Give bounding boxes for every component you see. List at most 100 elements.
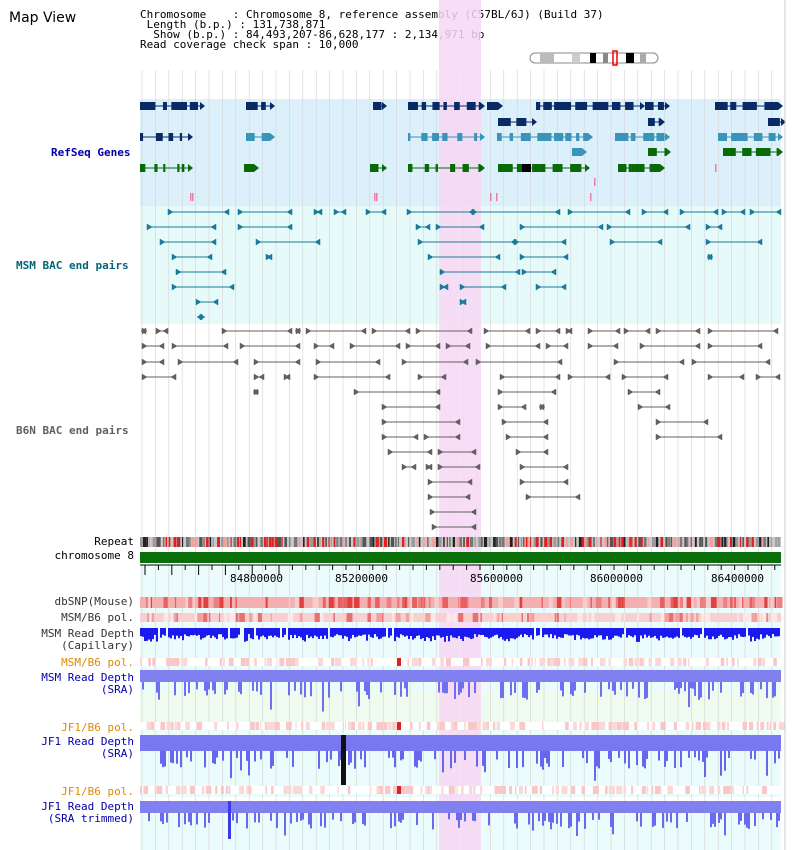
- repeat-element: [660, 537, 664, 547]
- chromosome-bar[interactable]: [140, 552, 781, 563]
- depth-bar: [670, 813, 672, 823]
- track-segment: [667, 786, 673, 794]
- axis-tick-label: 85600000: [470, 572, 523, 585]
- depth-bar: [338, 751, 340, 767]
- gene-exon: [246, 133, 255, 141]
- track-segment: [575, 722, 577, 730]
- bac-end-marker: [314, 238, 321, 246]
- depth-bar: [154, 628, 156, 635]
- repeat-element: [375, 537, 379, 547]
- repeat-element: [607, 537, 609, 547]
- repeat-element: [317, 537, 319, 547]
- track-segment: [646, 786, 649, 794]
- chromosome-ideogram[interactable]: [529, 50, 659, 66]
- track-segment: [531, 658, 534, 666]
- track-segment: [419, 722, 421, 730]
- depth-bar: [586, 628, 588, 639]
- repeat-element: [714, 537, 719, 547]
- depth-bar: [738, 628, 740, 635]
- track-segment: [623, 786, 627, 794]
- depth-bar: [468, 682, 470, 698]
- repeat-element: [362, 537, 366, 547]
- track-segment: [501, 613, 503, 622]
- repeat-element: [165, 537, 168, 547]
- depth-bar: [414, 628, 416, 639]
- track-segment: [293, 786, 299, 794]
- repeat-element: [527, 537, 530, 547]
- gene-exon: [435, 164, 438, 172]
- repeat-element: [761, 537, 764, 547]
- repeat-element: [483, 537, 488, 547]
- track-segment: [485, 658, 492, 666]
- depth-bar: [636, 751, 638, 766]
- track-segment: [699, 786, 701, 794]
- gene-exon: [575, 102, 588, 110]
- depth-bar: [678, 682, 680, 694]
- track-segment: [728, 786, 731, 794]
- depth-bar: [166, 813, 168, 823]
- depth-bar: [206, 682, 208, 696]
- track-segment: [183, 786, 187, 794]
- track-segment: [472, 613, 478, 622]
- track-segment: [351, 722, 355, 730]
- gene-exon: [537, 133, 552, 141]
- depth-bar: [330, 751, 332, 760]
- track-segment: [530, 613, 535, 622]
- bac-end-marker: [294, 358, 301, 366]
- depth-bar: [368, 628, 370, 635]
- msm-bac-end-pairs-features[interactable]: [146, 208, 782, 321]
- depth-bar: [504, 628, 506, 641]
- bac-end-marker: [459, 283, 466, 291]
- track-segment: [347, 597, 353, 608]
- refseq-genes-features[interactable]: [140, 102, 786, 201]
- repeat-element: [596, 537, 598, 547]
- b6n-bac-end-pairs-features[interactable]: [140, 327, 781, 531]
- track-segment: [375, 597, 380, 608]
- track-segment: [514, 597, 519, 608]
- gene-exon: [625, 102, 634, 110]
- bac-end-marker: [621, 373, 628, 381]
- depth-bar: [232, 813, 234, 821]
- gene-exon: [583, 133, 588, 141]
- bac-end-marker: [562, 478, 569, 486]
- depth-bar: [428, 628, 430, 639]
- repeat-element: [319, 537, 321, 547]
- bac-end-marker: [237, 208, 244, 216]
- bac-end-marker: [612, 342, 619, 350]
- track-segment: [618, 786, 623, 794]
- track-segment: [733, 597, 736, 608]
- track-segment: [548, 597, 553, 608]
- strand-arrow: [480, 133, 485, 141]
- depth-bar: [270, 628, 272, 636]
- depth-bar: [658, 751, 660, 761]
- track-segment: [219, 597, 224, 608]
- msm-bac-label: MSM BAC end pairs: [16, 259, 129, 272]
- track-segment: [696, 613, 699, 622]
- depth-bar: [718, 628, 720, 636]
- depth-bar: [302, 628, 304, 641]
- track-segment: [582, 597, 587, 608]
- depth-bar: [402, 628, 404, 636]
- gene-exon: [421, 102, 427, 110]
- bac-end-marker: [662, 208, 669, 216]
- depth-bar: [456, 628, 458, 639]
- repeat-element: [499, 537, 502, 547]
- track-segment: [746, 786, 749, 794]
- repeat-element: [191, 537, 195, 547]
- track-segment: [294, 597, 300, 608]
- depth-bar: [510, 628, 512, 639]
- gene-exon: [554, 102, 572, 110]
- depth-bar: [644, 751, 646, 769]
- variation-depth-tracks[interactable]: [140, 597, 785, 839]
- repeat-track-bar[interactable]: [140, 537, 781, 547]
- depth-bar: [532, 628, 534, 640]
- track-segment: [295, 722, 297, 730]
- depth-bar: [254, 813, 256, 823]
- track-segment: [222, 658, 225, 666]
- track-segment: [616, 722, 622, 730]
- depth-bar: [748, 813, 750, 829]
- depth-bar: [712, 813, 714, 824]
- repeat-element: [575, 537, 577, 547]
- track-segment: [197, 613, 202, 622]
